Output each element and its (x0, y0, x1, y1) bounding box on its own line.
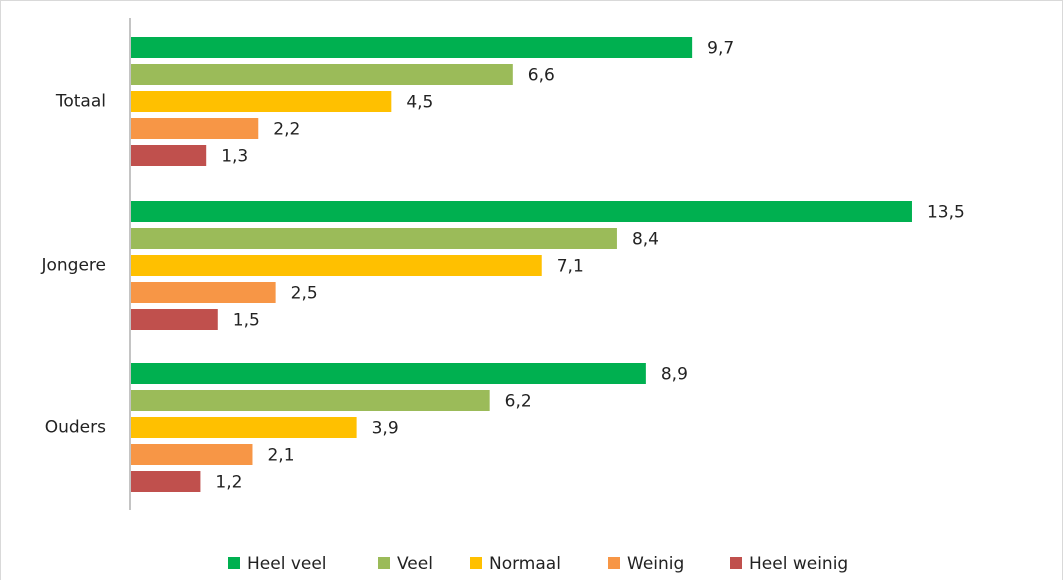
value-label: 1,3 (221, 147, 248, 167)
value-label: 2,1 (267, 446, 294, 466)
bar (131, 363, 646, 384)
bar (131, 282, 276, 303)
bar (131, 201, 912, 222)
category-label: Totaal (55, 92, 106, 112)
bar (131, 471, 201, 492)
bar (131, 91, 392, 112)
value-label: 7,1 (557, 257, 584, 277)
category-label: Jongere (40, 256, 106, 276)
legend-swatch (378, 557, 390, 569)
value-label: 8,4 (632, 230, 659, 250)
legend-swatch (730, 557, 742, 569)
value-label: 9,7 (707, 39, 734, 59)
bar (131, 390, 490, 411)
value-label: 1,2 (215, 473, 242, 493)
value-label: 3,9 (372, 419, 399, 439)
legend-label: Weinig (627, 554, 684, 574)
value-label: 2,5 (291, 284, 318, 304)
value-label: 1,5 (233, 311, 260, 331)
bar (131, 255, 542, 276)
value-label: 6,6 (528, 66, 555, 86)
bar (131, 309, 218, 330)
legend-label: Heel veel (247, 554, 327, 574)
bar (131, 145, 207, 166)
category-label: Ouders (45, 418, 106, 438)
bar (131, 64, 513, 85)
value-label: 13,5 (927, 203, 965, 223)
bar (131, 37, 693, 58)
legend-label: Normaal (489, 554, 561, 574)
bar (131, 118, 259, 139)
legend-swatch (470, 557, 482, 569)
value-label: 4,5 (406, 93, 433, 113)
legend-label: Heel weinig (749, 554, 848, 574)
value-label: 2,2 (273, 120, 300, 140)
value-label: 6,2 (505, 392, 532, 412)
bar (131, 417, 357, 438)
value-label: 8,9 (661, 365, 688, 385)
legend-label: Veel (397, 554, 433, 574)
bar (131, 228, 617, 249)
legend-swatch (608, 557, 620, 569)
bar (131, 444, 253, 465)
legend-swatch (228, 557, 240, 569)
